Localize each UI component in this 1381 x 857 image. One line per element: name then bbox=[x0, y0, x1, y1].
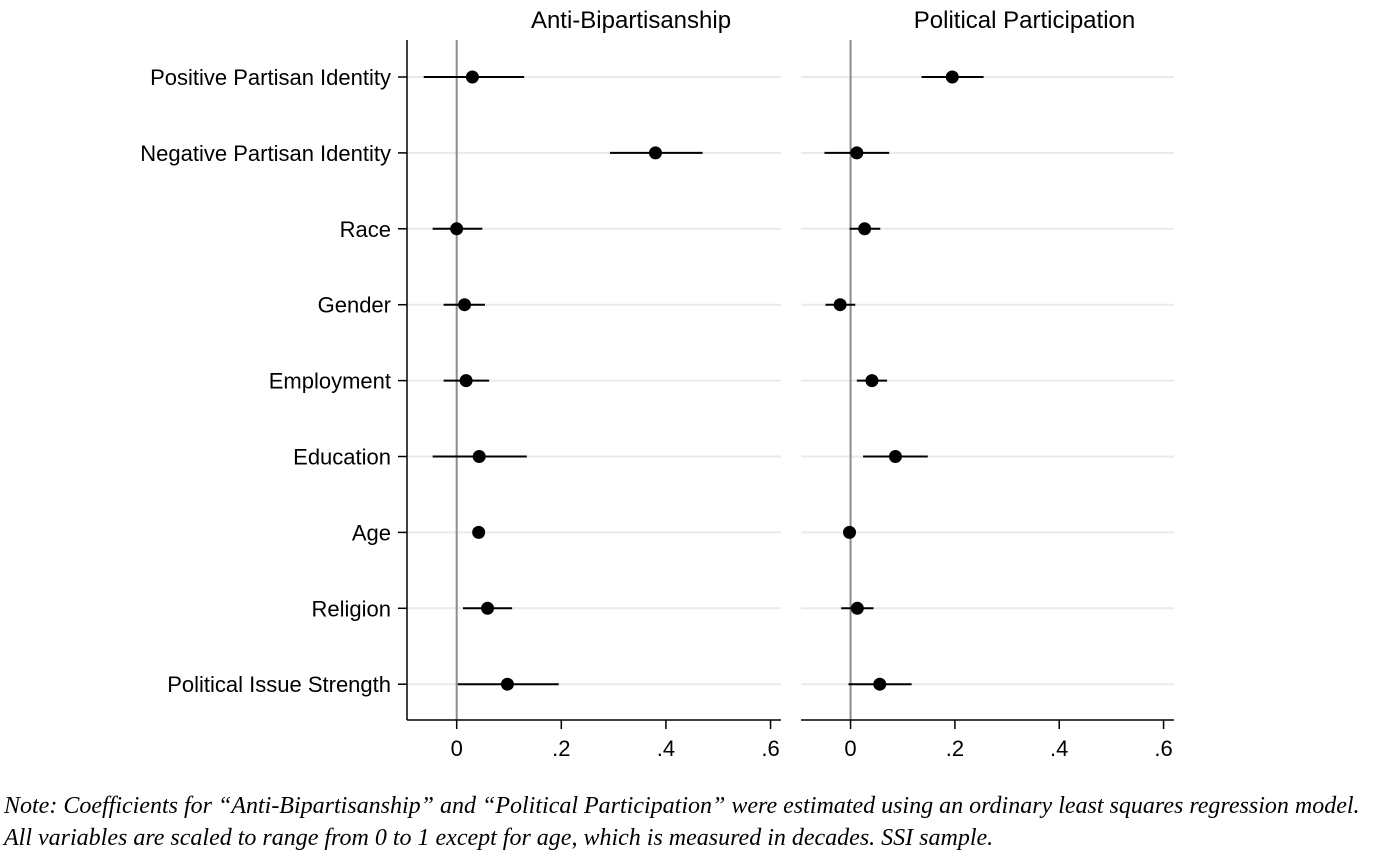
point-estimate bbox=[843, 525, 857, 539]
category-label: Religion bbox=[312, 596, 392, 621]
point-estimate bbox=[858, 222, 872, 236]
category-label: Education bbox=[293, 445, 391, 470]
coefficient-plot: Positive Partisan Identity Negative Parti… bbox=[140, 7, 1174, 761]
x-tick-label: .6 bbox=[1154, 736, 1172, 761]
x-tick-label: .6 bbox=[761, 736, 779, 761]
note-line-2: All variables are scaled to range from 0… bbox=[4, 825, 994, 851]
coefficient-plot-svg: Positive Partisan Identity Negative Parti… bbox=[140, 7, 1174, 761]
point-estimate bbox=[458, 298, 472, 312]
point-estimate bbox=[945, 70, 959, 84]
x-tick-label: .4 bbox=[657, 736, 675, 761]
point-estimate bbox=[472, 450, 486, 463]
x-tick-label: 0 bbox=[844, 736, 856, 761]
point-estimate bbox=[450, 222, 464, 236]
point-estimate bbox=[472, 525, 486, 539]
point-estimate bbox=[850, 146, 864, 160]
point-estimate bbox=[865, 374, 879, 388]
category-label: Employment bbox=[269, 369, 391, 394]
category-label: Gender bbox=[318, 293, 391, 318]
point-estimate bbox=[873, 677, 887, 691]
point-estimate bbox=[648, 146, 662, 160]
point-estimate bbox=[850, 601, 864, 615]
point-estimate bbox=[465, 70, 479, 84]
point-estimate bbox=[459, 374, 473, 388]
point-estimate bbox=[833, 298, 847, 312]
note-line-1: Note: Coefficients for “Anti-Bipartisans… bbox=[4, 793, 1360, 819]
point-estimate bbox=[500, 677, 514, 691]
panel-title: Anti-Bipartisanship bbox=[531, 7, 731, 34]
figure-note: Note: Coefficients for “Anti-Bipartisans… bbox=[4, 790, 1376, 854]
category-label: Positive Partisan Identity bbox=[150, 65, 391, 90]
x-tick-label: .2 bbox=[552, 736, 570, 761]
category-label: Age bbox=[352, 520, 391, 545]
point-estimate bbox=[888, 450, 902, 463]
x-tick-label: .4 bbox=[1050, 736, 1068, 761]
category-label: Political Issue Strength bbox=[167, 672, 391, 697]
category-label: Race bbox=[340, 217, 391, 242]
category-label: Negative Partisan Identity bbox=[140, 141, 391, 166]
panel-title: Political Participation bbox=[914, 7, 1135, 34]
point-estimate bbox=[481, 601, 495, 615]
x-tick-label: .2 bbox=[946, 736, 964, 761]
x-tick-label: 0 bbox=[451, 736, 463, 761]
